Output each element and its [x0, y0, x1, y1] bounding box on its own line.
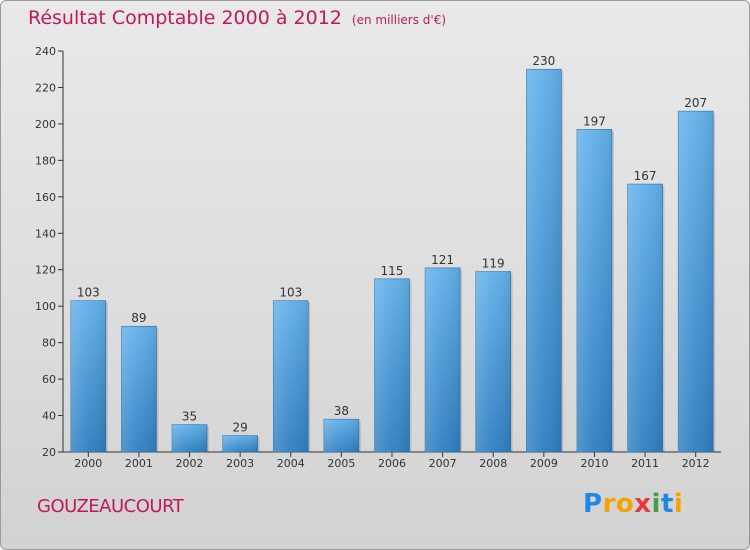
x-tick-label-2011: 2011 [631, 457, 659, 470]
y-tick-label: 160 [35, 191, 56, 204]
y-tick-label: 80 [42, 337, 56, 350]
value-label-2006: 115 [381, 264, 404, 278]
x-tick-label-2002: 2002 [176, 457, 204, 470]
y-tick-label: 20 [42, 446, 56, 459]
x-tick-label-2012: 2012 [682, 457, 710, 470]
x-tick-label-2005: 2005 [327, 457, 355, 470]
value-label-2000: 103 [77, 286, 100, 300]
x-tick-label-2000: 2000 [74, 457, 102, 470]
labels-group: 103 2000 89 2001 35 2002 29 2003 103 2004 38 2005 11… [74, 54, 709, 470]
x-tick-label-2004: 2004 [277, 457, 305, 470]
value-label-2001: 89 [131, 311, 146, 325]
bar-highlight [121, 326, 157, 452]
logo-letter: x [634, 489, 652, 519]
bar-highlight [678, 111, 714, 453]
y-tick-label: 120 [35, 264, 56, 277]
logo-letter: t [660, 489, 674, 519]
value-label-2007: 121 [431, 253, 454, 267]
logo-letter: i [651, 489, 661, 519]
bar-highlight [273, 300, 309, 452]
x-tick-label-2003: 2003 [226, 457, 254, 470]
value-label-2009: 230 [532, 54, 555, 68]
y-tick-label: 220 [35, 81, 56, 94]
bar-highlight [576, 129, 612, 453]
y-tick-label: 180 [35, 154, 56, 167]
bar-highlight [526, 69, 562, 453]
value-label-2005: 38 [334, 404, 349, 418]
value-label-2011: 167 [634, 169, 657, 183]
chart-title-block: Résultat Comptable 2000 à 2012 (en millie… [28, 7, 446, 29]
logo-letter: P [583, 489, 603, 519]
logo-letter: r [602, 489, 616, 519]
bar-highlight [475, 271, 511, 452]
value-label-2003: 29 [233, 421, 248, 435]
chart-subtitle: (en milliers d'€) [351, 13, 447, 27]
y-tick-label: 60 [42, 373, 56, 386]
bar-highlight [425, 267, 461, 452]
y-tick-label: 200 [35, 118, 56, 131]
bar-highlight [323, 419, 359, 452]
x-tick-label-2006: 2006 [378, 457, 406, 470]
y-tick-label: 100 [35, 300, 56, 313]
y-tick-label: 240 [35, 45, 56, 58]
bars-group [70, 68, 716, 453]
value-label-2002: 35 [182, 410, 197, 424]
value-label-2008: 119 [482, 257, 505, 271]
logo-letter: o [615, 489, 635, 519]
bar-highlight [70, 300, 106, 452]
value-label-2010: 197 [583, 114, 606, 128]
x-tick-label-2010: 2010 [580, 457, 608, 470]
proxiti-logo: Proxiti [583, 489, 683, 519]
x-tick-label-2009: 2009 [530, 457, 558, 470]
value-label-2004: 103 [279, 286, 302, 300]
y-tick-label: 40 [42, 410, 56, 423]
value-label-2012: 207 [684, 96, 707, 110]
x-tick-label-2001: 2001 [125, 457, 153, 470]
chart-title: Résultat Comptable 2000 à 2012 [28, 7, 342, 29]
logo-letter: i [673, 489, 684, 519]
x-tick-label-2007: 2007 [429, 457, 457, 470]
location-name: GOUZEAUCOURT [37, 496, 184, 517]
bar-highlight [222, 435, 258, 452]
x-tick-label-2008: 2008 [479, 457, 507, 470]
bar-highlight [627, 184, 663, 453]
bar-highlight [172, 424, 208, 452]
bar-highlight [374, 278, 410, 452]
y-tick-label: 140 [35, 227, 56, 240]
